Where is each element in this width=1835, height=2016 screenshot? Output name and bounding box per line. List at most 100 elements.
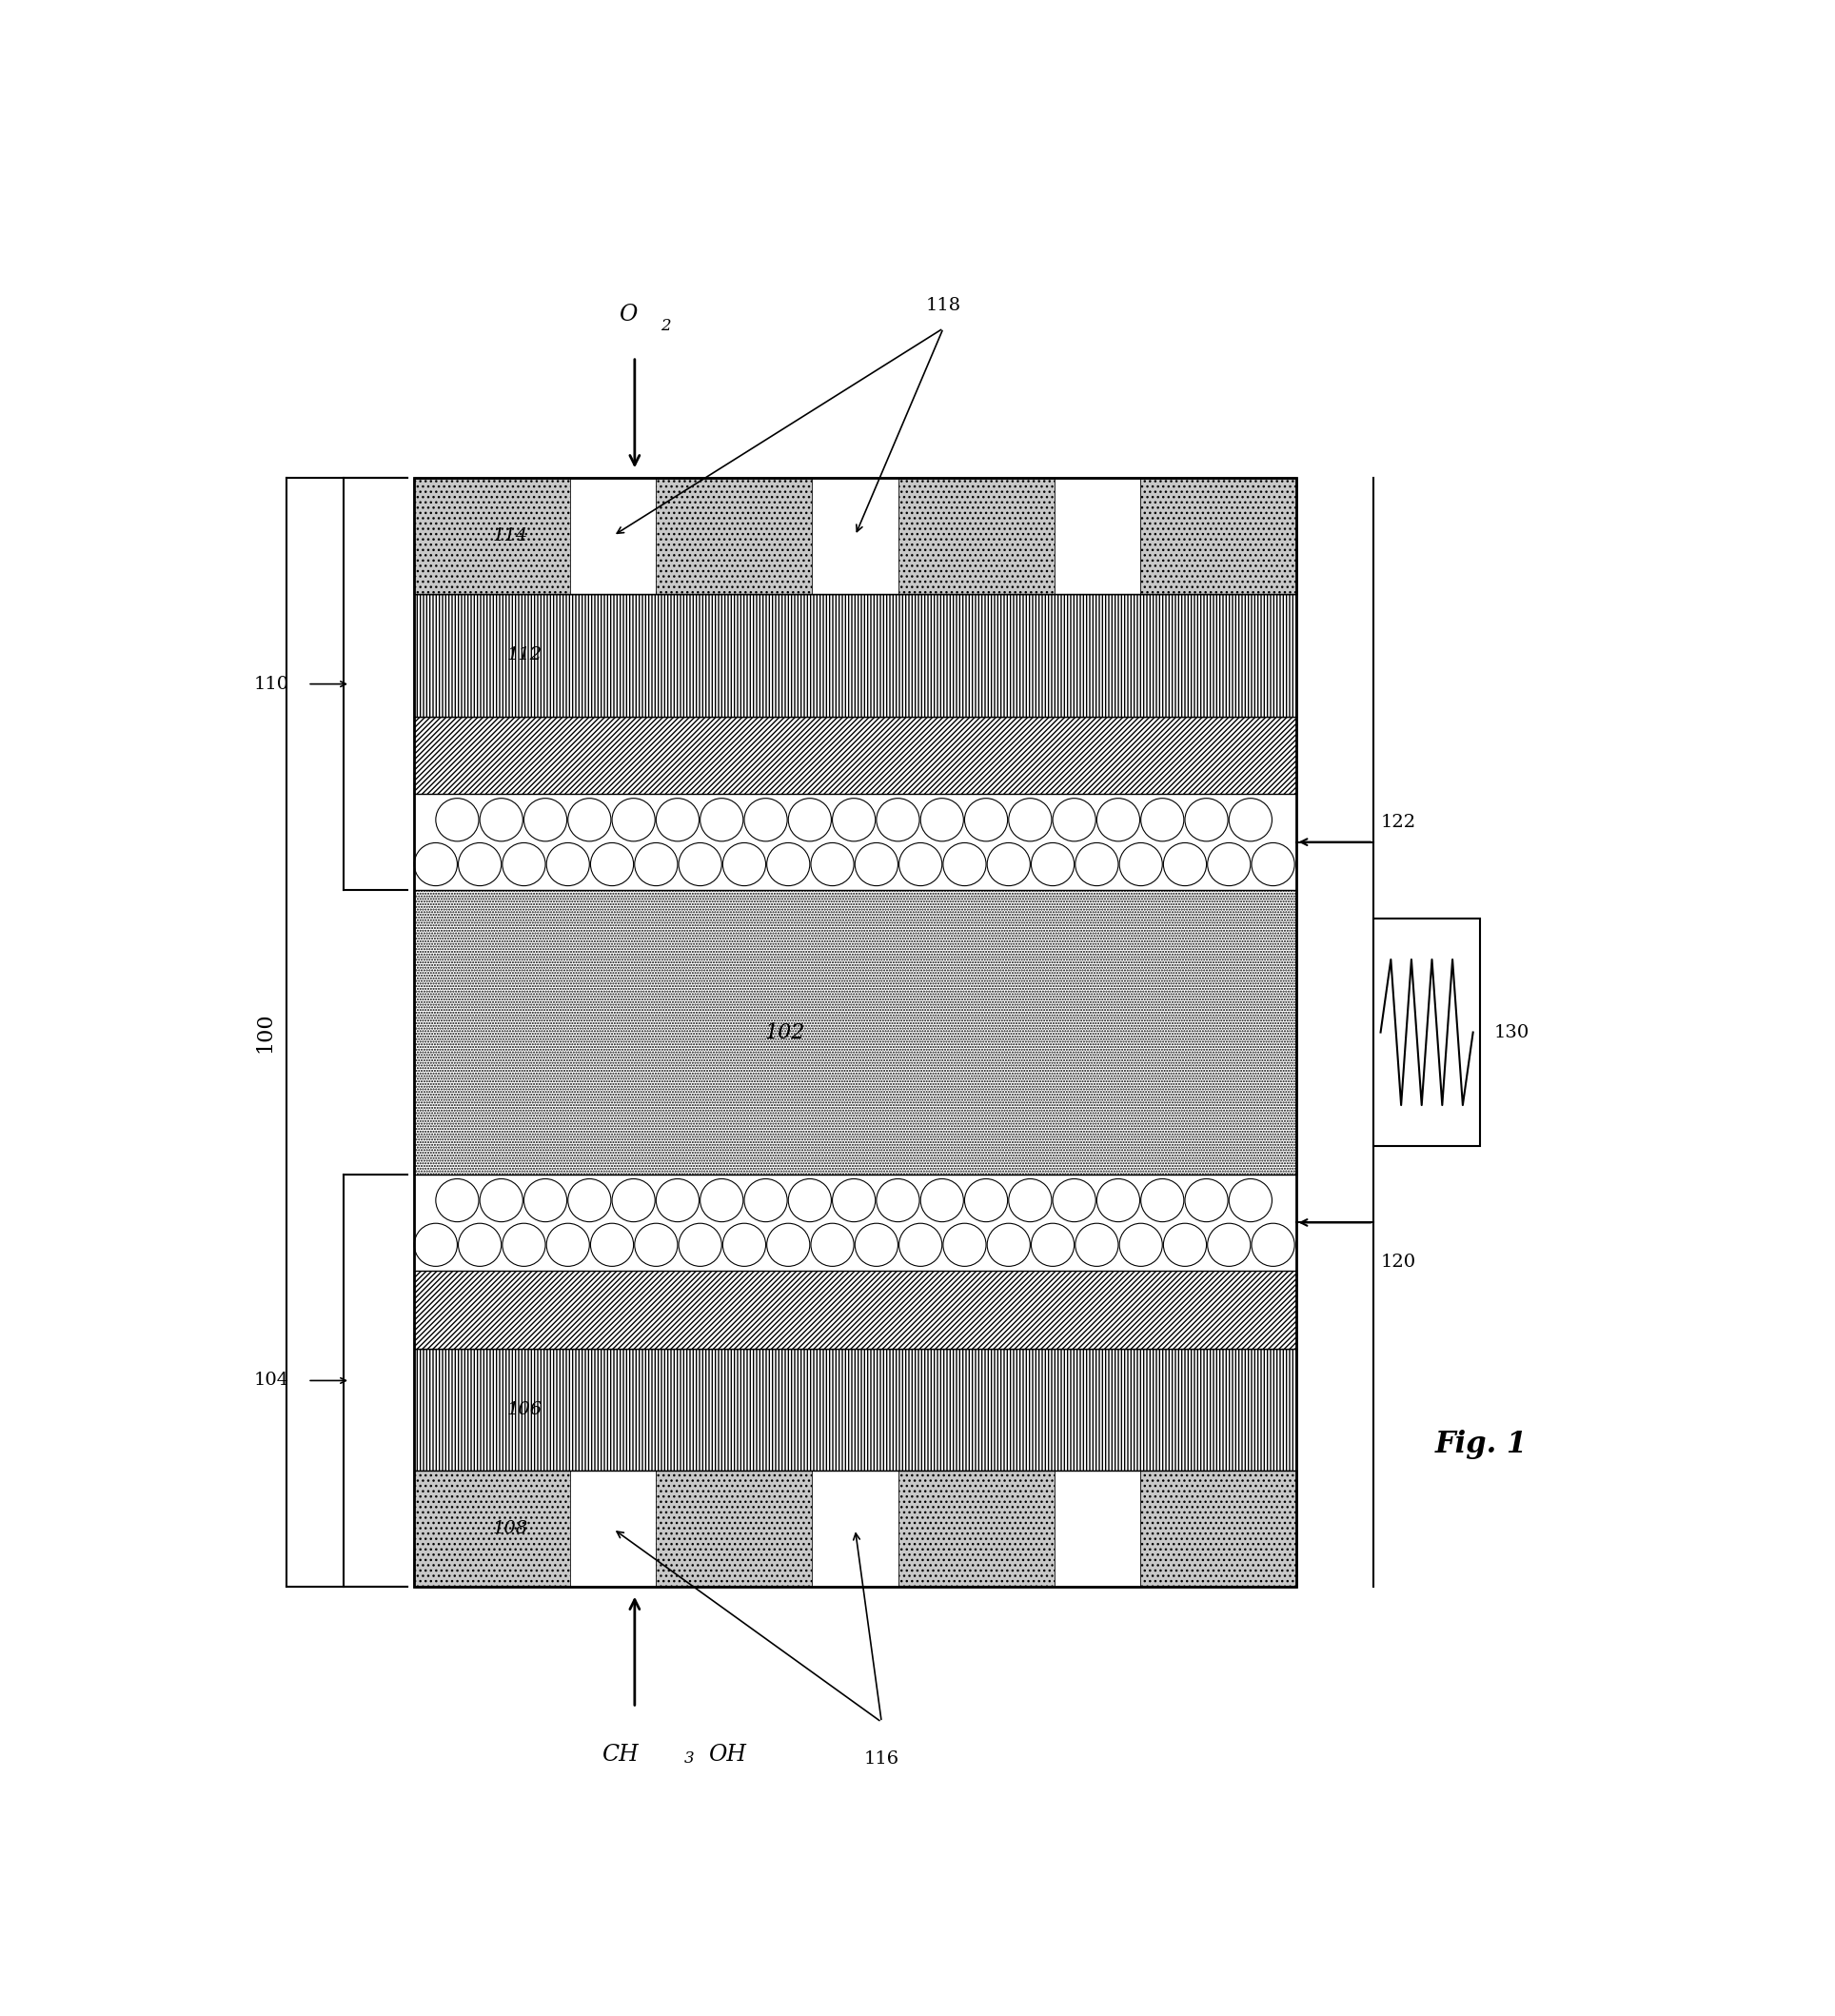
Circle shape xyxy=(745,1179,787,1222)
Bar xyxy=(415,891,1296,1173)
Text: Fig. 1: Fig. 1 xyxy=(1435,1429,1527,1460)
Circle shape xyxy=(1097,798,1140,841)
Circle shape xyxy=(479,798,523,841)
Circle shape xyxy=(1119,1224,1162,1266)
Circle shape xyxy=(679,1224,721,1266)
Circle shape xyxy=(789,1179,831,1222)
Circle shape xyxy=(503,843,545,885)
Circle shape xyxy=(591,1224,633,1266)
Bar xyxy=(897,1472,1053,1587)
Bar xyxy=(415,1472,1296,1587)
Text: 114: 114 xyxy=(492,526,528,544)
Circle shape xyxy=(415,843,457,885)
Circle shape xyxy=(1207,1224,1250,1266)
Bar xyxy=(657,1472,813,1587)
Circle shape xyxy=(435,798,479,841)
Circle shape xyxy=(523,1179,567,1222)
Text: O: O xyxy=(618,304,637,325)
Circle shape xyxy=(767,843,809,885)
Circle shape xyxy=(591,843,633,885)
Bar xyxy=(1140,1472,1296,1587)
Circle shape xyxy=(1185,798,1228,841)
Circle shape xyxy=(479,1179,523,1222)
Circle shape xyxy=(657,1179,699,1222)
Circle shape xyxy=(547,1224,589,1266)
Circle shape xyxy=(1097,1179,1140,1222)
Circle shape xyxy=(899,843,941,885)
Circle shape xyxy=(613,798,655,841)
Circle shape xyxy=(987,1224,1029,1266)
Circle shape xyxy=(855,1224,897,1266)
Circle shape xyxy=(1251,843,1294,885)
Text: 110: 110 xyxy=(253,675,290,694)
Circle shape xyxy=(1207,843,1250,885)
Text: 100: 100 xyxy=(255,1012,275,1052)
Bar xyxy=(657,478,813,595)
Circle shape xyxy=(789,798,831,841)
Circle shape xyxy=(679,843,721,885)
Bar xyxy=(813,1472,897,1587)
Circle shape xyxy=(723,1224,765,1266)
Circle shape xyxy=(987,843,1029,885)
Circle shape xyxy=(1185,1179,1228,1222)
Circle shape xyxy=(1075,1224,1118,1266)
Circle shape xyxy=(1141,798,1184,841)
Circle shape xyxy=(569,798,611,841)
Text: 112: 112 xyxy=(506,647,541,663)
Circle shape xyxy=(1163,1224,1206,1266)
Circle shape xyxy=(1251,1224,1294,1266)
Circle shape xyxy=(1163,843,1206,885)
Bar xyxy=(415,478,1296,1587)
Circle shape xyxy=(415,1224,457,1266)
Circle shape xyxy=(943,1224,985,1266)
Circle shape xyxy=(523,798,567,841)
Text: 106: 106 xyxy=(506,1401,541,1417)
Circle shape xyxy=(833,798,875,841)
Circle shape xyxy=(965,798,1007,841)
Bar xyxy=(1053,1472,1140,1587)
Circle shape xyxy=(701,798,743,841)
Circle shape xyxy=(657,798,699,841)
Circle shape xyxy=(435,1179,479,1222)
Bar xyxy=(1373,919,1481,1145)
Circle shape xyxy=(811,1224,853,1266)
Bar xyxy=(415,478,1296,595)
Bar xyxy=(415,1270,1296,1349)
Text: 116: 116 xyxy=(864,1750,899,1768)
Bar xyxy=(571,478,657,595)
Circle shape xyxy=(1009,1179,1051,1222)
Circle shape xyxy=(1031,843,1073,885)
Text: 122: 122 xyxy=(1380,814,1417,831)
Text: OH: OH xyxy=(708,1744,747,1766)
Circle shape xyxy=(723,843,765,885)
Circle shape xyxy=(767,1224,809,1266)
Circle shape xyxy=(547,843,589,885)
Text: 130: 130 xyxy=(1494,1024,1530,1040)
Text: 104: 104 xyxy=(253,1373,290,1389)
Circle shape xyxy=(635,1224,677,1266)
Circle shape xyxy=(877,798,919,841)
Circle shape xyxy=(459,843,501,885)
Circle shape xyxy=(965,1179,1007,1222)
Circle shape xyxy=(943,843,985,885)
Circle shape xyxy=(503,1224,545,1266)
Bar xyxy=(1140,478,1296,595)
Text: 108: 108 xyxy=(492,1520,528,1538)
Circle shape xyxy=(921,798,963,841)
Circle shape xyxy=(1031,1224,1073,1266)
Bar xyxy=(1053,478,1140,595)
Circle shape xyxy=(569,1179,611,1222)
Circle shape xyxy=(745,798,787,841)
Circle shape xyxy=(899,1224,941,1266)
Bar xyxy=(415,595,1296,716)
Circle shape xyxy=(635,843,677,885)
Circle shape xyxy=(1009,798,1051,841)
Circle shape xyxy=(459,1224,501,1266)
Circle shape xyxy=(855,843,897,885)
Bar xyxy=(415,1472,1296,1587)
Circle shape xyxy=(1229,1179,1272,1222)
Bar xyxy=(415,716,1296,794)
Circle shape xyxy=(1053,798,1095,841)
Circle shape xyxy=(921,1179,963,1222)
Bar xyxy=(813,478,897,595)
